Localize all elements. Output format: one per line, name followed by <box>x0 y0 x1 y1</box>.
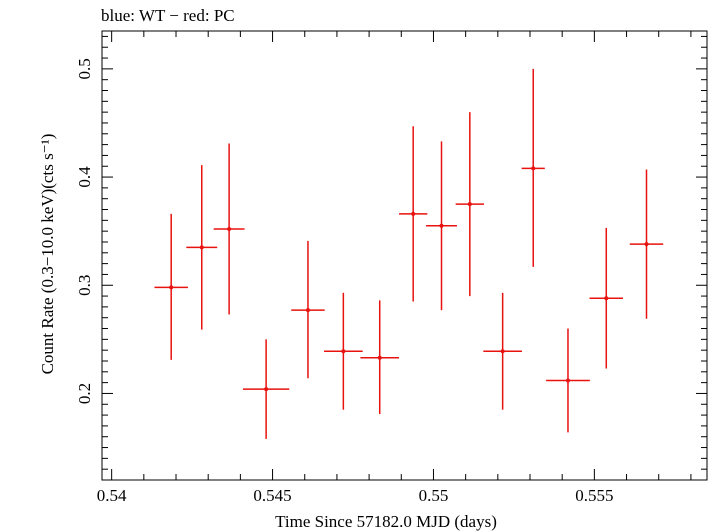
y-tick-label: 0.5 <box>75 58 94 79</box>
data-points <box>154 68 664 439</box>
data-point <box>154 213 188 360</box>
point-marker <box>467 202 472 207</box>
data-point <box>291 240 325 379</box>
point-marker <box>341 349 346 354</box>
point-marker <box>305 308 310 313</box>
x-tick-label: 0.54 <box>97 486 127 505</box>
data-point <box>426 141 457 311</box>
data-point <box>399 126 428 302</box>
data-point <box>186 165 218 330</box>
point-marker <box>604 296 609 301</box>
data-point <box>546 328 590 433</box>
data-point <box>360 300 400 415</box>
plot-frame <box>101 30 708 481</box>
point-marker <box>439 223 444 228</box>
data-point <box>213 143 245 315</box>
x-tick-label: 0.555 <box>575 486 613 505</box>
point-marker <box>264 387 269 392</box>
point-marker <box>565 378 570 383</box>
data-point <box>521 68 545 267</box>
y-axis-ticks: 0.2 0.3 0.4 0.5 <box>75 35 707 470</box>
x-axis-label: Time Since 57182.0 MJD (days) <box>275 512 497 531</box>
data-point <box>242 339 290 439</box>
y-tick-label: 0.2 <box>75 383 94 404</box>
chart-title: blue: WT − red: PC <box>101 6 235 25</box>
x-tick-label: 0.545 <box>253 486 291 505</box>
point-marker <box>411 211 416 216</box>
y-tick-label: 0.4 <box>75 166 94 188</box>
point-marker <box>644 242 649 247</box>
x-tick-label: 0.55 <box>419 486 449 505</box>
y-tick-label: 0.3 <box>75 275 94 296</box>
point-marker <box>500 349 505 354</box>
point-marker <box>227 226 232 231</box>
data-point <box>455 112 484 297</box>
data-point <box>324 292 363 410</box>
point-marker <box>531 166 536 171</box>
y-axis-label: Count Rate (0.3−10.0 keV)(cts s⁻¹) <box>38 134 57 375</box>
data-point <box>589 227 624 369</box>
point-marker <box>169 285 174 290</box>
point-marker <box>199 245 204 250</box>
data-point <box>629 169 664 319</box>
data-point <box>483 292 522 410</box>
x-axis-ticks: 0.54 0.545 0.55 0.555 <box>97 31 692 505</box>
point-marker <box>377 355 382 360</box>
